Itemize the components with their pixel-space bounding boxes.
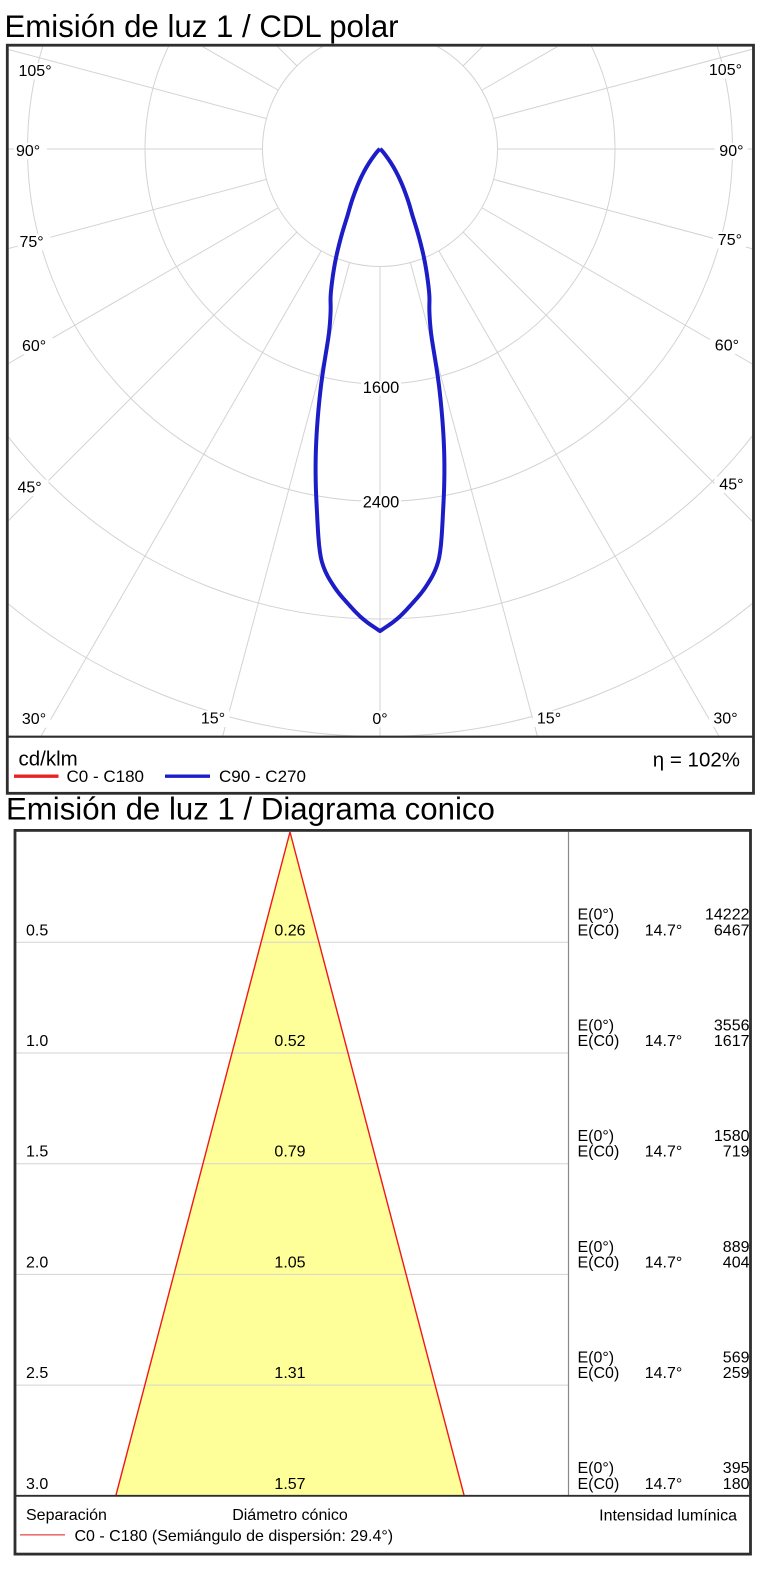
svg-text:90°: 90°: [16, 143, 40, 160]
svg-text:3.0: 3.0: [26, 1476, 48, 1493]
svg-text:14.7°: 14.7°: [645, 1476, 683, 1493]
svg-text:E(0°): E(0°): [578, 1460, 615, 1477]
svg-text:E(0°): E(0°): [578, 907, 615, 924]
svg-text:14.7°: 14.7°: [645, 1144, 683, 1161]
svg-text:Intensidad lumínica: Intensidad lumínica: [599, 1508, 737, 1525]
svg-text:1580: 1580: [714, 1128, 750, 1145]
svg-text:75°: 75°: [20, 234, 44, 251]
svg-text:15°: 15°: [201, 711, 225, 728]
svg-text:395: 395: [723, 1460, 750, 1477]
svg-text:14.7°: 14.7°: [645, 1365, 683, 1382]
svg-text:E(C0): E(C0): [578, 922, 620, 939]
svg-text:259: 259: [723, 1365, 750, 1382]
svg-text:E(0°): E(0°): [578, 1239, 615, 1256]
svg-text:15°: 15°: [537, 711, 561, 728]
svg-text:1.05: 1.05: [274, 1254, 305, 1271]
svg-text:14.7°: 14.7°: [645, 1254, 683, 1271]
svg-text:Separación: Separación: [26, 1507, 107, 1524]
svg-text:Diámetro cónico: Diámetro cónico: [232, 1507, 348, 1524]
svg-text:η = 102%: η = 102%: [653, 749, 740, 772]
svg-text:2400: 2400: [363, 494, 399, 512]
svg-text:889: 889: [723, 1239, 750, 1256]
svg-text:C90 - C270: C90 - C270: [219, 767, 306, 786]
svg-text:Emisión de luz 1 / Diagrama co: Emisión de luz 1 / Diagrama conico: [6, 792, 495, 827]
svg-text:C0 - C180: C0 - C180: [67, 767, 144, 786]
svg-text:30°: 30°: [713, 710, 737, 727]
svg-text:E(C0): E(C0): [578, 1144, 620, 1161]
svg-text:1617: 1617: [714, 1033, 750, 1050]
svg-text:1.31: 1.31: [274, 1365, 305, 1382]
svg-text:14222: 14222: [705, 907, 750, 924]
svg-text:2.0: 2.0: [26, 1254, 48, 1271]
svg-text:0.5: 0.5: [26, 922, 48, 939]
svg-text:0°: 0°: [372, 711, 387, 728]
svg-text:Emisión de luz 1 / CDL polar: Emisión de luz 1 / CDL polar: [5, 9, 399, 44]
svg-text:404: 404: [723, 1254, 750, 1271]
svg-text:105°: 105°: [709, 62, 742, 79]
svg-text:60°: 60°: [715, 338, 739, 355]
svg-text:1.0: 1.0: [26, 1033, 48, 1050]
svg-text:cd/klm: cd/klm: [19, 748, 78, 771]
svg-text:1.57: 1.57: [274, 1476, 305, 1493]
svg-text:6467: 6467: [714, 922, 750, 939]
svg-text:75°: 75°: [718, 232, 742, 249]
svg-text:C0 - C180 (Semiángulo de dispe: C0 - C180 (Semiángulo de dispersión: 29.…: [75, 1528, 394, 1545]
svg-text:0.52: 0.52: [274, 1033, 305, 1050]
svg-text:180: 180: [723, 1476, 750, 1493]
svg-text:E(0°): E(0°): [578, 1017, 615, 1034]
svg-text:E(C0): E(C0): [578, 1476, 620, 1493]
svg-text:0.79: 0.79: [274, 1144, 305, 1161]
svg-text:3556: 3556: [714, 1017, 750, 1034]
svg-text:2.5: 2.5: [26, 1365, 48, 1382]
svg-text:30°: 30°: [22, 711, 46, 728]
svg-text:E(0°): E(0°): [578, 1350, 615, 1367]
svg-text:569: 569: [723, 1350, 750, 1367]
svg-text:90°: 90°: [719, 143, 743, 160]
svg-text:45°: 45°: [18, 480, 42, 497]
svg-text:E(0°): E(0°): [578, 1128, 615, 1145]
svg-text:0.26: 0.26: [274, 922, 305, 939]
svg-text:E(C0): E(C0): [578, 1033, 620, 1050]
svg-text:E(C0): E(C0): [578, 1365, 620, 1382]
svg-text:105°: 105°: [19, 63, 52, 80]
svg-text:45°: 45°: [719, 477, 743, 494]
svg-text:60°: 60°: [22, 338, 46, 355]
svg-text:E(C0): E(C0): [578, 1254, 620, 1271]
svg-text:1600: 1600: [363, 379, 399, 397]
svg-text:1.5: 1.5: [26, 1144, 48, 1161]
svg-text:14.7°: 14.7°: [645, 1033, 683, 1050]
svg-text:14.7°: 14.7°: [645, 922, 683, 939]
svg-text:719: 719: [723, 1144, 750, 1161]
